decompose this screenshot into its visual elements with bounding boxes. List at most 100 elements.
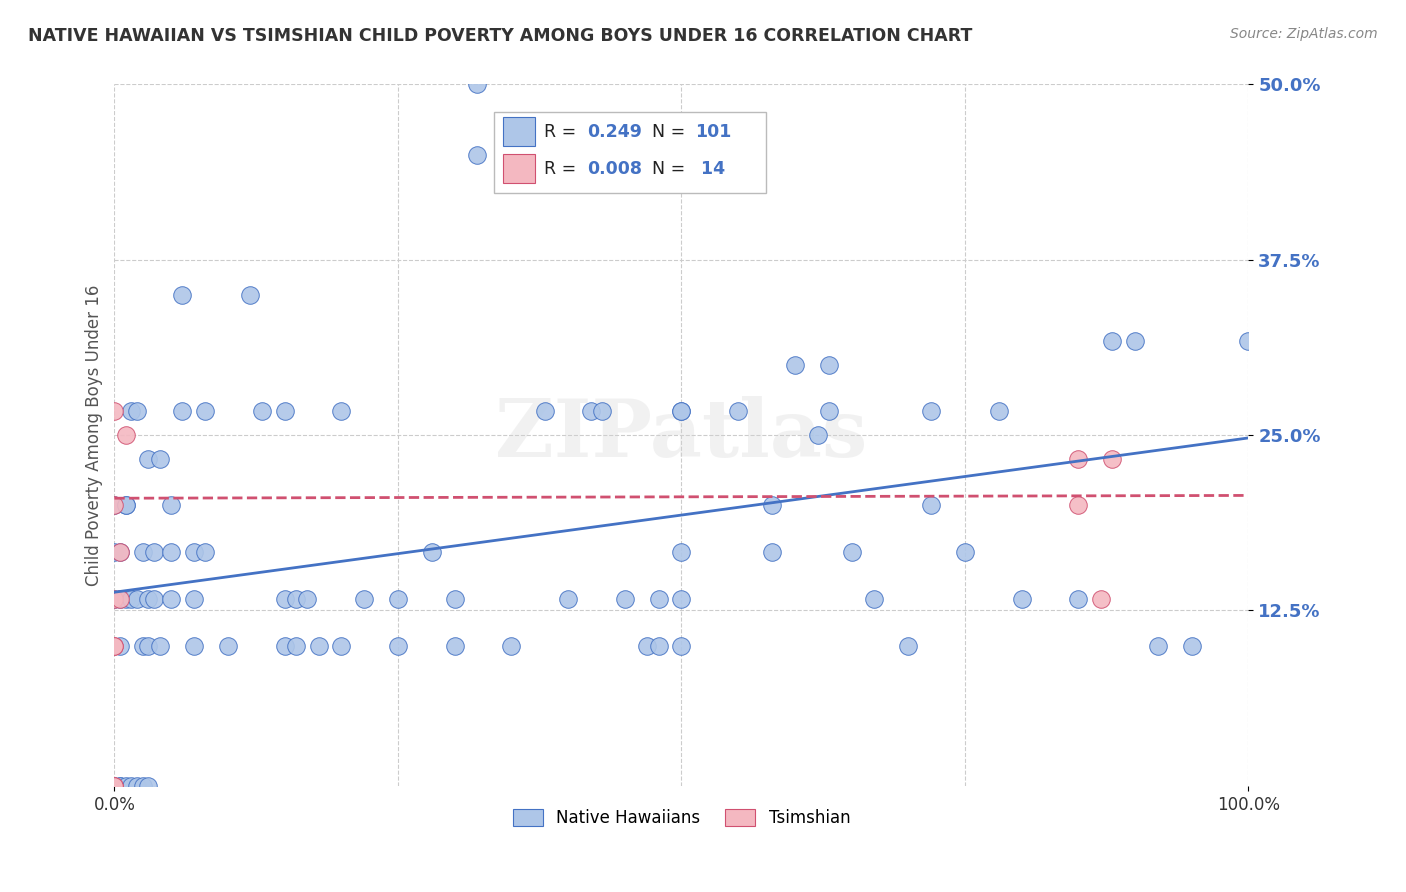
Point (114, 498, 136, 512)
Point (108, 592, 131, 607)
Y-axis label: Child Poverty Among Boys Under 16: Child Poverty Among Boys Under 16 (86, 285, 103, 586)
Text: 14: 14 (695, 160, 725, 178)
Point (636, 639, 658, 653)
Point (295, 592, 318, 607)
Point (149, 639, 172, 653)
Point (1067, 592, 1090, 607)
Point (103, 639, 125, 653)
Point (138, 452, 160, 467)
FancyBboxPatch shape (495, 112, 766, 194)
Point (387, 639, 409, 653)
Point (534, 404, 557, 418)
Point (108, 592, 131, 607)
Point (138, 779, 160, 793)
Point (108, 779, 131, 793)
Point (132, 544, 155, 558)
Point (920, 498, 942, 512)
Point (761, 498, 783, 512)
Point (1067, 452, 1090, 467)
Point (863, 592, 886, 607)
Point (557, 592, 579, 607)
Point (217, 639, 239, 653)
Point (108, 544, 131, 558)
Point (501, 639, 523, 653)
Text: N =: N = (652, 122, 685, 141)
Point (250, 404, 273, 418)
Point (160, 544, 183, 558)
Point (172, 404, 194, 418)
Point (103, 779, 125, 793)
Point (138, 592, 160, 607)
Point (1181, 639, 1204, 653)
Point (443, 592, 465, 607)
Point (308, 639, 330, 653)
Point (108, 544, 131, 558)
Point (103, 498, 125, 512)
Point (120, 592, 142, 607)
Point (818, 404, 841, 418)
Point (143, 592, 166, 607)
Point (443, 639, 465, 653)
Point (420, 544, 443, 558)
Point (761, 544, 783, 558)
Text: R =: R = (544, 160, 576, 178)
Point (1101, 334, 1123, 348)
Point (114, 498, 136, 512)
Point (103, 639, 125, 653)
Point (1011, 592, 1033, 607)
Point (120, 404, 142, 418)
FancyBboxPatch shape (503, 154, 536, 184)
Point (465, 78, 488, 92)
Point (120, 779, 142, 793)
Point (1237, 334, 1260, 348)
Point (183, 544, 205, 558)
Text: Source: ZipAtlas.com: Source: ZipAtlas.com (1230, 27, 1378, 41)
Point (330, 404, 353, 418)
Text: NATIVE HAWAIIAN VS TSIMSHIAN CHILD POVERTY AMONG BOYS UNDER 16 CORRELATION CHART: NATIVE HAWAIIAN VS TSIMSHIAN CHILD POVER… (28, 27, 973, 45)
Point (132, 779, 155, 793)
Point (103, 779, 125, 793)
Point (671, 639, 693, 653)
Point (114, 779, 136, 793)
Point (671, 592, 693, 607)
Point (114, 592, 136, 607)
Point (127, 404, 149, 418)
Point (127, 779, 149, 793)
Point (103, 592, 125, 607)
Point (183, 592, 205, 607)
Point (671, 544, 693, 558)
Text: 0.008: 0.008 (588, 160, 643, 178)
Point (671, 404, 693, 418)
Point (648, 592, 671, 607)
Point (172, 288, 194, 302)
Point (138, 639, 160, 653)
Point (353, 592, 375, 607)
Point (783, 358, 806, 372)
Point (579, 404, 602, 418)
Point (920, 404, 942, 418)
Point (103, 498, 125, 512)
Point (127, 592, 149, 607)
Point (114, 428, 136, 442)
Point (988, 404, 1011, 418)
Point (806, 428, 828, 442)
Point (183, 639, 205, 653)
Point (591, 404, 613, 418)
Point (103, 404, 125, 418)
Point (284, 592, 307, 607)
Text: N =: N = (652, 160, 685, 178)
Text: 101: 101 (695, 122, 731, 141)
Point (330, 639, 353, 653)
Point (273, 404, 295, 418)
Point (103, 544, 125, 558)
Text: 0.249: 0.249 (588, 122, 643, 141)
Point (897, 639, 920, 653)
Point (160, 498, 183, 512)
FancyBboxPatch shape (503, 117, 536, 146)
Text: R =: R = (544, 122, 576, 141)
Point (239, 288, 262, 302)
Text: ZIPatlas: ZIPatlas (495, 396, 868, 475)
Point (273, 592, 295, 607)
Point (103, 592, 125, 607)
Point (1067, 498, 1090, 512)
